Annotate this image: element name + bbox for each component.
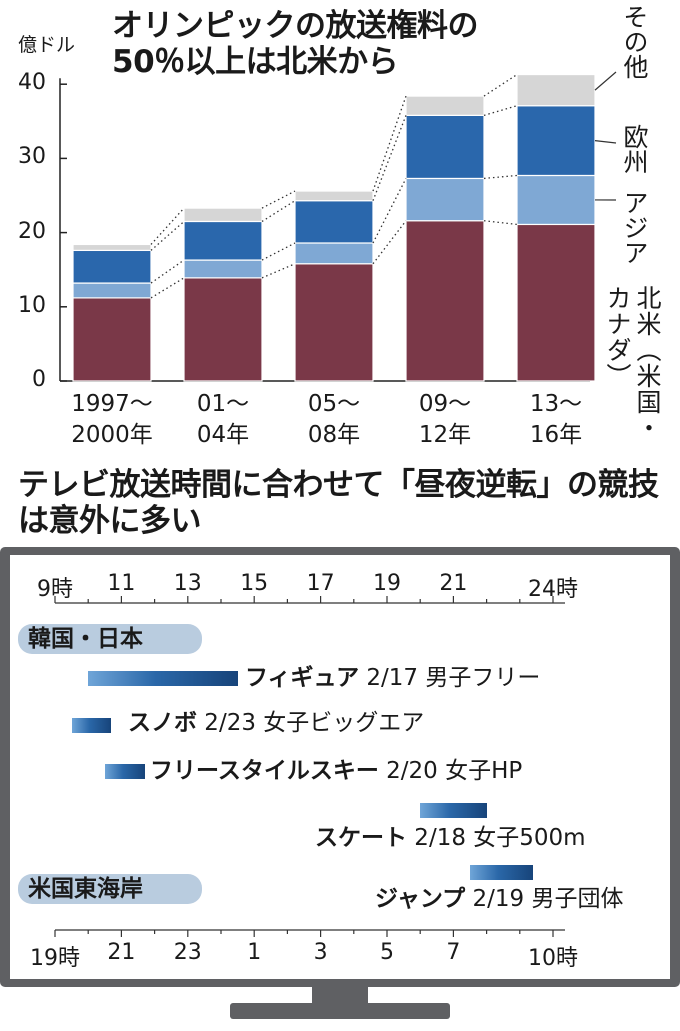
stacked-bar-chart [59,71,617,382]
bar-segment [516,73,596,107]
connector-line [150,277,185,299]
bar-segment [183,207,263,223]
bar-segment [405,220,485,382]
x-tick-label: 04年 [196,422,250,448]
bottom-time-label: 5 [380,940,394,965]
bar-segment [72,243,152,252]
schedule-label: ジャンプ 2/19 男子団体 [375,885,623,913]
sport-name: スケート [315,825,407,851]
top-time-label: 19 [373,571,401,596]
bar-segment [405,95,485,116]
schedule-bar [88,671,238,686]
bar-segment [294,190,374,202]
top-time-label: 24時 [528,577,578,602]
legend-other: その他 [620,4,649,79]
schedule-label: フリースタイルスキー 2/20 女子HP [150,757,522,785]
sport-name: フィギュア [245,665,360,691]
connector-line [261,190,296,209]
top-time-label: 15 [240,571,269,596]
sport-name: スノボ [128,710,197,736]
legend-europe: 欧州 [620,124,649,174]
schedule-bar [104,764,145,779]
schedule-label: フィギュア 2/17 男子フリー [245,664,540,692]
connector-line [150,207,185,245]
top-time-label: 11 [107,571,136,596]
bar-segment [72,297,152,382]
top-time-label: 17 [306,571,335,596]
connector-line [261,242,296,261]
top-time-label: 9時 [37,577,73,602]
x-tick-label: 05〜 [307,391,361,417]
y-tick-label: 30 [18,144,46,170]
connector-line [261,263,296,279]
x-tick-label: 08年 [307,422,361,448]
tv-stand-base [230,1003,450,1019]
bottom-time-label: 23 [173,940,202,965]
y-axis-unit: 億ドル [18,34,76,56]
bottom-time-label: 19時 [30,946,80,971]
bar-segment [294,200,374,244]
schedule-title: テレビ放送時間に合わせて「昼夜逆転」の競技は意外に多い [18,467,659,539]
y-tick-label: 20 [18,218,46,244]
bar-segment [183,220,263,261]
bar-segment [516,223,596,382]
connector-line [483,105,518,116]
bar-segment [405,114,485,180]
bar-segment [72,249,152,284]
sport-name: ジャンプ [375,886,466,912]
legend-north-america-line2: カナダ） [603,285,632,389]
top-time-label: 21 [439,571,468,596]
bottom-time-label: 10時 [528,946,578,971]
connector-line [372,178,407,244]
legend-leader-line [594,139,617,144]
x-tick-label: 12年 [418,422,472,448]
x-tick-label: 09〜 [418,391,472,417]
bar-segment [516,174,596,226]
x-tick-label: 13〜 [529,391,583,417]
bottom-time-label: 21 [107,940,136,965]
legend-north-america-line1: 北米（米国・ [633,285,662,441]
connector-line [372,220,407,265]
event-detail: 2/19 男子団体 [465,886,624,912]
connector-line [150,220,185,251]
y-tick-label: 0 [32,367,46,392]
bottom-time-label: 3 [313,940,328,965]
connector-line [483,220,518,226]
schedule-label: スケート 2/18 女子500m [315,824,586,852]
event-detail: 2/18 女子500m [407,825,586,851]
bar-segment [294,263,374,382]
region-us-east-coast: 米国東海岸 [18,874,202,904]
sport-name: フリースタイルスキー [150,758,379,784]
connector-line [372,95,407,192]
event-detail: 2/23 女子ビッグエア [197,710,425,736]
connector-line [483,74,518,97]
x-tick-label: 16年 [529,422,583,448]
bottom-time-label: 7 [446,940,461,965]
schedule-bar [470,865,534,880]
event-detail: 2/17 男子フリー [359,665,541,691]
connector-line [372,115,407,201]
connector-line [261,200,296,223]
connector-line [483,174,518,180]
region-korea-japan: 韓国・日本 [18,624,202,654]
y-tick-label: 40 [18,70,46,96]
x-tick-label: 01〜 [196,391,250,417]
schedule-bar [420,803,487,818]
schedule-bar [71,718,112,733]
event-detail: 2/20 女子HP [378,758,523,784]
x-tick-label: 2000年 [71,422,153,448]
x-tick-label: 1997〜 [71,391,153,417]
bar-segment [183,277,263,382]
chart-title: オリンピックの放送権料の50％以上は北米から [112,8,479,80]
legend-leader-line [594,71,617,91]
legend-asia: アジア [620,190,649,265]
top-time-label: 13 [173,571,202,596]
tv-stand-neck [312,987,368,1003]
y-tick-label: 10 [18,292,46,318]
bottom-time-label: 1 [247,940,262,965]
schedule-label: スノボ 2/23 女子ビッグエア [128,709,424,737]
